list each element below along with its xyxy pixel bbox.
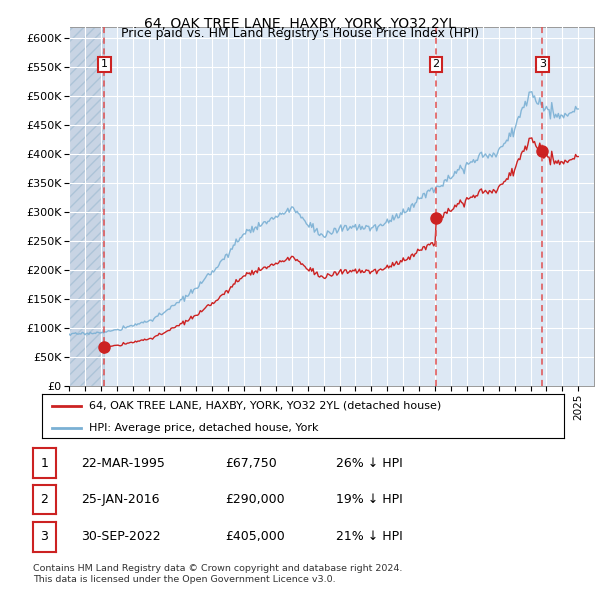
Text: £290,000: £290,000 <box>225 493 284 506</box>
Text: 25-JAN-2016: 25-JAN-2016 <box>81 493 160 506</box>
Text: 3: 3 <box>539 60 546 70</box>
Text: 22-MAR-1995: 22-MAR-1995 <box>81 457 165 470</box>
Text: HPI: Average price, detached house, York: HPI: Average price, detached house, York <box>89 423 319 433</box>
Text: Price paid vs. HM Land Registry's House Price Index (HPI): Price paid vs. HM Land Registry's House … <box>121 27 479 40</box>
Text: 1: 1 <box>101 60 108 70</box>
Text: 64, OAK TREE LANE, HAXBY, YORK, YO32 2YL: 64, OAK TREE LANE, HAXBY, YORK, YO32 2YL <box>144 17 456 31</box>
Bar <box>69 27 104 386</box>
Text: 21% ↓ HPI: 21% ↓ HPI <box>336 530 403 543</box>
Text: 2: 2 <box>40 493 49 506</box>
Bar <box>69 27 104 386</box>
Text: 1: 1 <box>40 457 49 470</box>
Text: £405,000: £405,000 <box>225 530 285 543</box>
Text: 64, OAK TREE LANE, HAXBY, YORK, YO32 2YL (detached house): 64, OAK TREE LANE, HAXBY, YORK, YO32 2YL… <box>89 401 441 411</box>
Text: 3: 3 <box>40 530 49 543</box>
Text: £67,750: £67,750 <box>225 457 277 470</box>
Text: Contains HM Land Registry data © Crown copyright and database right 2024.: Contains HM Land Registry data © Crown c… <box>33 565 403 573</box>
Text: 19% ↓ HPI: 19% ↓ HPI <box>336 493 403 506</box>
Text: This data is licensed under the Open Government Licence v3.0.: This data is licensed under the Open Gov… <box>33 575 335 584</box>
Text: 26% ↓ HPI: 26% ↓ HPI <box>336 457 403 470</box>
Text: 30-SEP-2022: 30-SEP-2022 <box>81 530 161 543</box>
Text: 2: 2 <box>433 60 440 70</box>
